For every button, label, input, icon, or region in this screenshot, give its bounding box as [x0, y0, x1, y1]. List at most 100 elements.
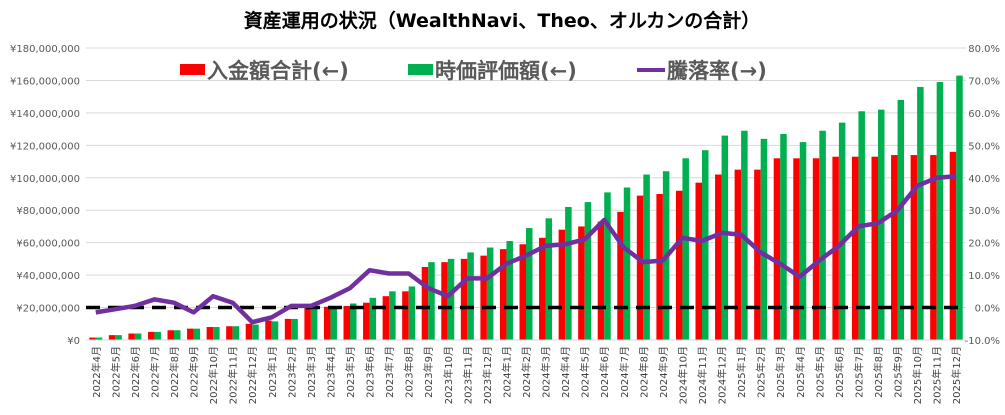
bar-value [95, 337, 103, 340]
bar-deposit [910, 155, 918, 340]
x-tick-label: 2025年10月 [911, 346, 924, 404]
left-tick-label: ¥120,000,000 [10, 141, 80, 152]
x-tick-label: 2023年11月 [461, 346, 474, 404]
bar-value [271, 321, 279, 340]
right-tick-label: 30.0% [968, 206, 1000, 217]
bar-deposit [343, 305, 350, 340]
x-tick-label: 2024年5月 [579, 346, 592, 398]
x-tick-label: 2024年10月 [676, 346, 689, 404]
bar-deposit [206, 327, 214, 340]
x-tick-label: 2025年3月 [774, 346, 787, 398]
bar-value [506, 241, 513, 340]
bar-deposit [871, 156, 878, 340]
legend-swatch-value [408, 64, 433, 75]
right-tick-label: 80.0% [968, 44, 1000, 55]
x-tick-label: 2024年3月 [540, 346, 553, 398]
x-tick-label: 2023年1月 [266, 346, 279, 398]
bar-value [115, 335, 122, 340]
x-tick-label: 2024年9月 [657, 346, 670, 398]
x-tick-label: 2022年4月 [90, 346, 103, 398]
x-tick-label: 2024年2月 [520, 346, 533, 398]
bar-value [897, 99, 905, 341]
rate-line [95, 173, 957, 325]
bar-value [154, 331, 161, 340]
bar-value [252, 324, 259, 340]
right-tick-label: 0.0% [975, 304, 1000, 315]
left-tick-label: ¥60,000,000 [16, 239, 80, 250]
bar-value [232, 326, 240, 340]
right-axis: -10.0% 0.0% 10.0% 20.0% 30.0% 40.0% 50.0% 60.0%… [965, 44, 1000, 347]
x-tick-label: 2024年6月 [598, 346, 611, 398]
bar-value [526, 228, 533, 340]
bar-deposit [891, 155, 898, 340]
x-tick-label: 2023年3月 [305, 346, 318, 398]
bar-deposit [636, 195, 644, 340]
x-tick-label: 2024年1月 [500, 346, 513, 398]
bar-deposit [949, 151, 957, 340]
x-tick-label: 2023年5月 [344, 346, 357, 398]
left-tick-label: ¥80,000,000 [16, 206, 80, 217]
bar-deposit [265, 320, 272, 340]
bar-deposit [930, 155, 937, 340]
bar-value [428, 262, 435, 340]
left-tick-label: ¥40,000,000 [16, 271, 80, 282]
left-tick-label: ¥180,000,000 [10, 44, 80, 55]
bar-value [193, 328, 201, 340]
x-tick-label: 2025年4月 [794, 346, 807, 398]
chart-title: 資産運用の状況（WealthNavi、Theo、オルカンの合計） [244, 9, 761, 32]
x-tick-label: 2025年8月 [872, 346, 885, 398]
bar-deposit [675, 190, 683, 340]
bar-deposit [382, 296, 390, 340]
left-tick-label: ¥100,000,000 [10, 174, 80, 185]
right-tick-label: 40.0% [968, 174, 1000, 185]
bar-deposit [402, 291, 409, 340]
bar-deposit [617, 211, 624, 340]
bar-value [702, 150, 709, 340]
bar-deposit [539, 237, 546, 340]
x-tick-label: 2023年4月 [324, 346, 337, 398]
x-tick-label: 2025年11月 [931, 346, 944, 404]
bar-deposit [773, 158, 781, 340]
bar-value [291, 318, 298, 340]
bar-value [584, 202, 592, 340]
bar-deposit [715, 174, 722, 340]
bar-deposit [558, 229, 566, 340]
x-tick-label: 2023年8月 [403, 346, 416, 398]
right-tick-label: 20.0% [968, 239, 1000, 250]
bar-value [936, 82, 944, 341]
legend-label-rate: 騰落率(→) [667, 59, 767, 83]
x-tick-label: 2025年6月 [833, 346, 846, 398]
bar-deposit [187, 328, 194, 340]
x-tick-label: 2025年9月 [892, 346, 905, 398]
bar-deposit [284, 318, 292, 340]
bar-value [565, 206, 572, 340]
right-tick-label: 70.0% [968, 76, 1000, 87]
x-tick-label: 2023年9月 [422, 346, 435, 398]
x-tick-label: 2022年5月 [109, 346, 122, 398]
legend: 入金額合計(←) 時価評価額(←) 騰落率(→) [180, 59, 767, 83]
bar-value [682, 158, 689, 340]
left-axis: ¥0 ¥20,000,000 ¥40,000,000 ¥60,000,000 ¥80,0… [10, 44, 80, 347]
right-tick-label: 50.0% [968, 141, 1000, 152]
bar-deposit [597, 221, 605, 340]
x-tick-label: 2023年6月 [364, 346, 377, 398]
bar-deposit [147, 331, 155, 340]
x-tick-label: 2025年7月 [852, 346, 865, 398]
x-tick-label: 2022年12月 [246, 346, 259, 404]
x-axis: 2022年4月 2022年5月 2022年6月 2022年7月 2022年8月 2022年… [86, 339, 966, 404]
left-tick-label: ¥140,000,000 [10, 109, 80, 120]
bar-deposit [89, 337, 96, 340]
bar-value [174, 330, 181, 340]
bar-value [643, 174, 650, 340]
x-tick-label: 2025年5月 [813, 346, 826, 398]
bar-value [799, 142, 807, 340]
bar-deposit [226, 326, 233, 340]
bar-value [369, 297, 377, 340]
bar-deposit [793, 158, 800, 340]
left-tick-label: ¥20,000,000 [16, 304, 80, 315]
bar-deposit [851, 156, 859, 340]
x-tick-label: 2023年2月 [285, 346, 298, 398]
bar-value [486, 247, 494, 340]
bar-value [819, 130, 826, 340]
bar-value [956, 75, 963, 341]
